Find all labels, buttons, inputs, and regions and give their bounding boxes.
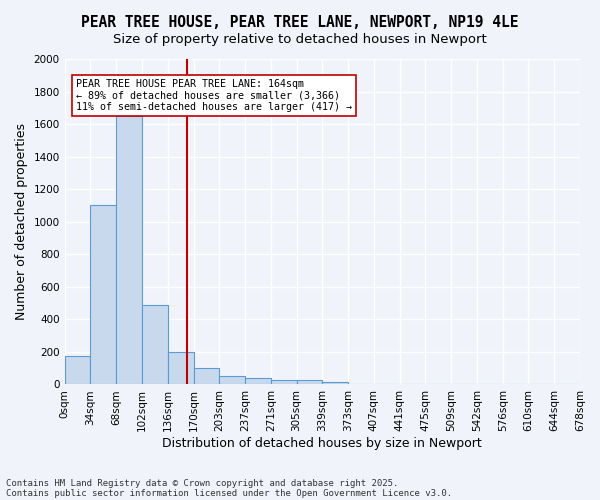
Bar — [116, 116, 142, 384]
Bar — [142, 304, 168, 384]
Y-axis label: Number of detached properties: Number of detached properties — [15, 123, 28, 320]
Bar — [271, 380, 296, 384]
Bar — [296, 380, 322, 384]
Bar — [219, 376, 245, 384]
X-axis label: Distribution of detached houses by size in Newport: Distribution of detached houses by size … — [163, 437, 482, 450]
Text: PEAR TREE HOUSE PEAR TREE LANE: 164sqm
← 89% of detached houses are smaller (3,3: PEAR TREE HOUSE PEAR TREE LANE: 164sqm ←… — [76, 78, 352, 112]
Text: Contains public sector information licensed under the Open Government Licence v3: Contains public sector information licen… — [6, 488, 452, 498]
Text: Size of property relative to detached houses in Newport: Size of property relative to detached ho… — [113, 32, 487, 46]
Bar — [91, 206, 116, 384]
Bar — [322, 382, 348, 384]
Bar — [168, 352, 193, 384]
Bar — [193, 368, 219, 384]
Bar — [245, 378, 271, 384]
Bar — [65, 356, 91, 384]
Text: PEAR TREE HOUSE, PEAR TREE LANE, NEWPORT, NP19 4LE: PEAR TREE HOUSE, PEAR TREE LANE, NEWPORT… — [81, 15, 519, 30]
Text: Contains HM Land Registry data © Crown copyright and database right 2025.: Contains HM Land Registry data © Crown c… — [6, 478, 398, 488]
